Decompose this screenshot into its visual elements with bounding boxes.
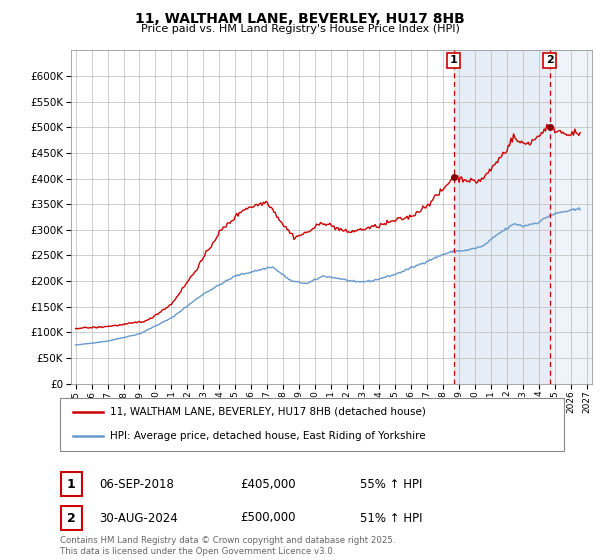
Text: HPI: Average price, detached house, East Riding of Yorkshire: HPI: Average price, detached house, East…	[110, 431, 426, 441]
Text: Price paid vs. HM Land Registry's House Price Index (HPI): Price paid vs. HM Land Registry's House …	[140, 24, 460, 34]
Bar	[550, 50, 600, 384]
Text: 30-AUG-2024: 30-AUG-2024	[99, 511, 178, 525]
Text: 51% ↑ HPI: 51% ↑ HPI	[360, 511, 422, 525]
Text: 2: 2	[546, 55, 553, 66]
Bar	[454, 50, 550, 384]
Text: 11, WALTHAM LANE, BEVERLEY, HU17 8HB (detached house): 11, WALTHAM LANE, BEVERLEY, HU17 8HB (de…	[110, 407, 426, 417]
Text: £405,000: £405,000	[240, 478, 296, 491]
Text: 55% ↑ HPI: 55% ↑ HPI	[360, 478, 422, 491]
Text: 06-SEP-2018: 06-SEP-2018	[99, 478, 174, 491]
Text: Contains HM Land Registry data © Crown copyright and database right 2025.
This d: Contains HM Land Registry data © Crown c…	[60, 536, 395, 556]
Text: £500,000: £500,000	[240, 511, 296, 525]
Text: 1: 1	[67, 478, 76, 491]
Bar	[550, 50, 600, 384]
Text: 2: 2	[67, 511, 76, 525]
Text: 11, WALTHAM LANE, BEVERLEY, HU17 8HB: 11, WALTHAM LANE, BEVERLEY, HU17 8HB	[135, 12, 465, 26]
FancyBboxPatch shape	[60, 398, 564, 451]
Text: 1: 1	[450, 55, 458, 66]
